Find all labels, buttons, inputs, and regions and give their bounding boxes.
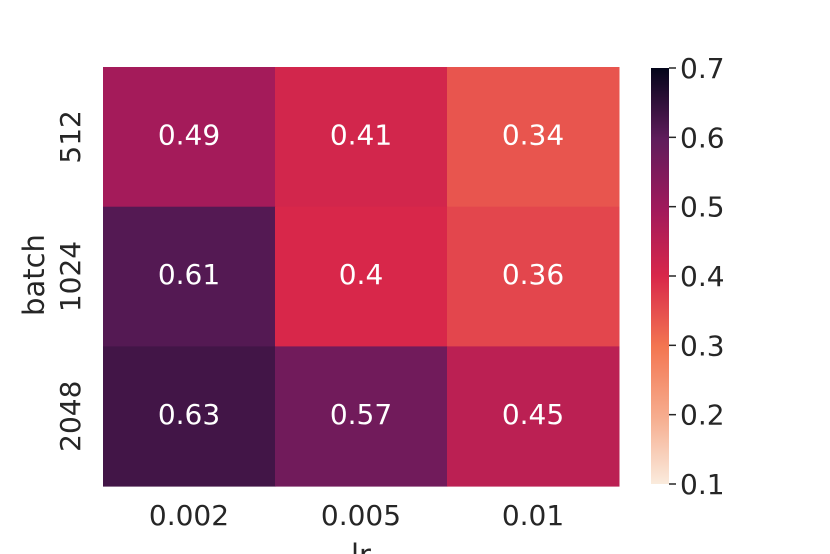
heatmap-cell — [275, 67, 448, 208]
heatmap-cell — [103, 67, 276, 208]
cell-value-label: 0.45 — [502, 398, 564, 431]
colorbar-tick-label: 0.6 — [680, 121, 725, 154]
cell-value-label: 0.57 — [330, 398, 392, 431]
heatmap-cells — [103, 67, 620, 487]
colorbar-tick-label: 0.2 — [680, 399, 725, 432]
cell-value-label: 0.41 — [330, 118, 392, 151]
heatmap-cell — [275, 206, 448, 347]
x-axis-label: lr — [351, 538, 371, 554]
colorbar-tick-label: 0.3 — [680, 329, 725, 362]
y-tick-label: 2048 — [54, 381, 87, 452]
heatmap-cell — [447, 206, 620, 347]
cell-value-label: 0.63 — [158, 398, 220, 431]
cell-value-label: 0.34 — [502, 118, 564, 151]
cell-value-labels: 0.49 0.41 0.34 0.61 0.4 0.36 0.63 0.57 0.45 — [158, 118, 564, 430]
colorbar: 0.1 0.2 0.3 0.4 0.5 0.6 0.7 — [651, 52, 725, 501]
colorbar-tick-label: 0.1 — [680, 468, 725, 501]
x-tick-label: 0.01 — [502, 499, 564, 532]
colorbar-gradient — [651, 68, 669, 484]
y-axis-label: batch — [17, 234, 51, 316]
cell-value-label: 0.36 — [502, 258, 564, 291]
heatmap-cell — [103, 206, 276, 347]
x-tick-label: 0.002 — [149, 499, 229, 532]
colorbar-ticks: 0.1 0.2 0.3 0.4 0.5 0.6 0.7 — [669, 52, 725, 501]
y-tick-label: 1024 — [54, 241, 87, 312]
y-tick-label: 512 — [54, 110, 87, 163]
colorbar-tick-label: 0.5 — [680, 191, 725, 224]
heatmap-cell — [103, 346, 276, 487]
cell-value-label: 0.49 — [158, 118, 220, 151]
cell-value-label: 0.4 — [339, 258, 384, 291]
cell-value-label: 0.61 — [158, 258, 220, 291]
y-tick-labels: 512 1024 2048 — [54, 110, 87, 452]
x-tick-label: 0.005 — [321, 499, 401, 532]
heatmap-cell — [447, 67, 620, 208]
heatmap-cell — [275, 346, 448, 487]
colorbar-tick-label: 0.7 — [680, 52, 725, 85]
x-tick-labels: 0.002 0.005 0.01 — [149, 499, 564, 532]
heatmap-cell — [447, 346, 620, 487]
colorbar-tick-label: 0.4 — [680, 260, 725, 293]
